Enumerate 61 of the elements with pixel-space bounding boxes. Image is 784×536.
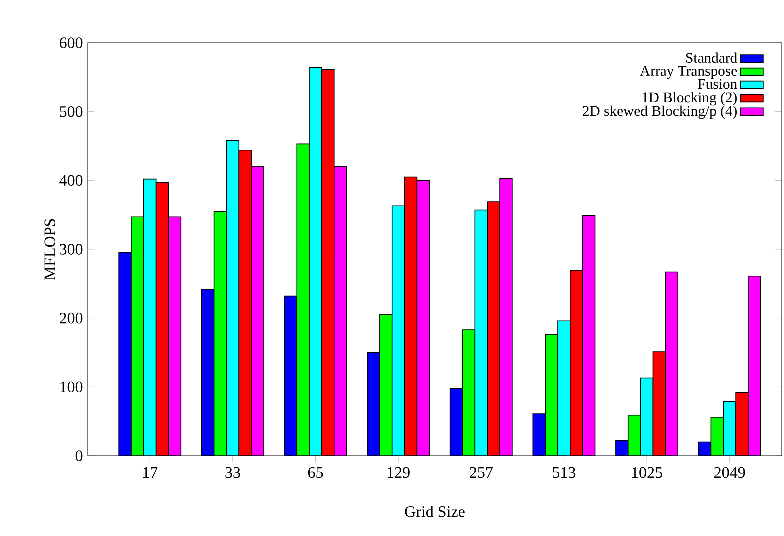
- y-axis-title: MFLOPS: [44, 219, 56, 280]
- bar: [404, 176, 418, 456]
- bar: [640, 378, 654, 456]
- bar: [698, 442, 712, 456]
- legend-label: 1D Blocking (2): [642, 92, 737, 106]
- bar: [500, 178, 513, 456]
- bar: [532, 414, 546, 456]
- bar: [322, 69, 335, 456]
- y-tick-label: 0: [76, 450, 83, 462]
- y-tick-label: 300: [60, 244, 83, 255]
- legend-label: Array Transpose: [640, 66, 738, 80]
- x-tick-label: 513: [553, 467, 576, 478]
- bar: [296, 144, 310, 456]
- bar: [736, 392, 749, 456]
- bar: [474, 210, 488, 456]
- bar: [131, 217, 144, 456]
- y-tick-label: 100: [60, 382, 83, 393]
- x-tick-label: 65: [308, 467, 324, 478]
- bar: [238, 150, 252, 456]
- bar: [652, 352, 666, 456]
- bar: [487, 202, 500, 456]
- x-tick-label: 17: [144, 467, 158, 478]
- bar: [416, 180, 430, 456]
- bar: [144, 179, 156, 456]
- y-tick-label: 400: [60, 175, 83, 186]
- bar: [558, 320, 571, 456]
- bar: [462, 330, 476, 456]
- y-tick-label: 200: [60, 312, 83, 324]
- bar: [545, 334, 558, 456]
- bar: [723, 401, 736, 456]
- bar: [251, 166, 264, 456]
- bar: [710, 417, 724, 456]
- bar: [119, 252, 132, 456]
- x-tick-label: 129: [388, 467, 410, 478]
- bar: [201, 289, 215, 456]
- bar: [334, 166, 348, 456]
- bar: [582, 215, 596, 456]
- bar: [156, 182, 169, 456]
- x-tick-label: 1025: [632, 467, 662, 478]
- y-tick-label: 600: [60, 38, 83, 48]
- legend-label: 2D skewed Blocking/p (4): [583, 106, 737, 120]
- legend-label: Fusion: [698, 79, 738, 90]
- bar: [367, 352, 380, 456]
- bar: [628, 414, 642, 456]
- x-tick-label: 33: [226, 467, 240, 478]
- bar: [226, 140, 240, 456]
- x-axis-title: Grid Size: [405, 506, 465, 518]
- bar: [214, 211, 228, 456]
- y-tick-label: 500: [60, 106, 83, 118]
- bar: [450, 388, 464, 456]
- x-tick-label: 257: [470, 467, 493, 478]
- bar: [284, 296, 298, 456]
- bar: [392, 206, 406, 456]
- bar: [665, 272, 678, 456]
- bar: [380, 314, 393, 456]
- legend-label: Standard: [686, 52, 738, 64]
- bar: [748, 276, 762, 456]
- bar: [168, 217, 182, 456]
- x-tick-label: 2049: [714, 467, 746, 478]
- bar: [570, 270, 584, 456]
- bar: [309, 67, 322, 456]
